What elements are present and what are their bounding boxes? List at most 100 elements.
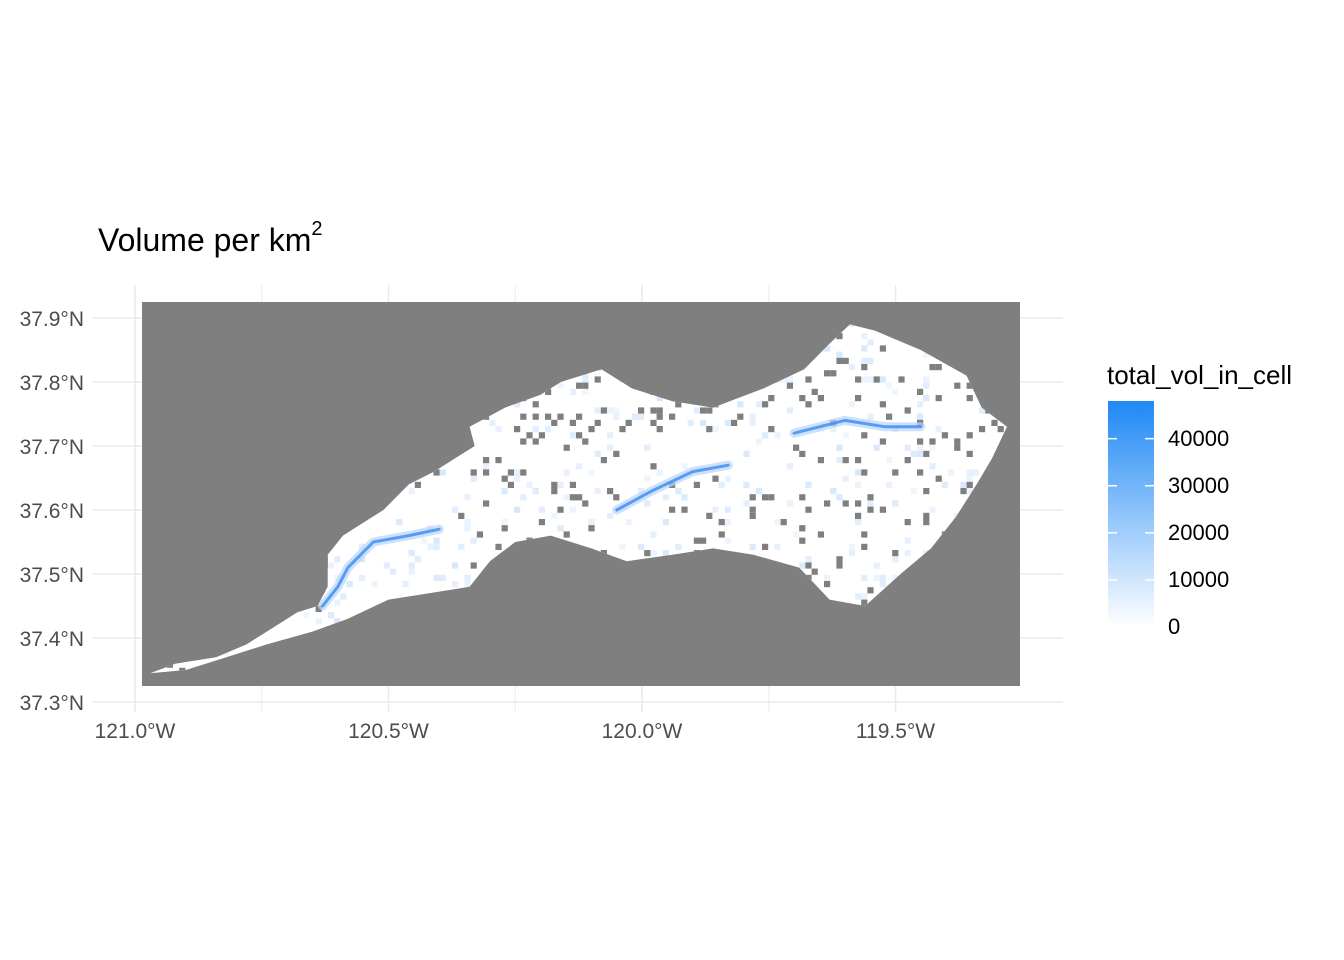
volume-cell bbox=[700, 419, 707, 426]
volume-cell bbox=[675, 543, 682, 550]
volume-cell bbox=[786, 500, 793, 507]
missing-cell bbox=[917, 438, 924, 445]
missing-cell bbox=[613, 494, 620, 501]
volume-cell bbox=[848, 543, 855, 550]
legend-label: 10000 bbox=[1168, 566, 1230, 592]
volume-cell bbox=[631, 413, 638, 420]
volume-cell bbox=[408, 488, 415, 495]
volume-cell bbox=[638, 488, 645, 495]
volume-cell bbox=[917, 413, 924, 420]
volume-cell bbox=[923, 351, 930, 358]
missing-cell bbox=[879, 438, 886, 445]
missing-cell bbox=[520, 438, 527, 445]
missing-cell bbox=[824, 370, 831, 377]
missing-cell bbox=[576, 494, 583, 501]
volume-cell bbox=[724, 506, 731, 513]
missing-cell bbox=[576, 413, 583, 420]
volume-cell bbox=[786, 376, 793, 383]
missing-cell bbox=[861, 364, 868, 371]
missing-cell bbox=[861, 599, 868, 606]
missing-cell bbox=[817, 531, 824, 538]
missing-cell bbox=[842, 500, 849, 507]
missing-cell bbox=[892, 550, 899, 557]
missing-cell bbox=[712, 475, 719, 482]
missing-cell bbox=[762, 494, 769, 501]
volume-cell bbox=[414, 556, 421, 563]
missing-cell bbox=[842, 357, 849, 364]
volume-cell bbox=[396, 519, 403, 526]
missing-cell bbox=[650, 407, 657, 414]
missing-cell bbox=[458, 512, 465, 519]
volume-cell bbox=[439, 574, 446, 581]
volume-cell bbox=[638, 543, 645, 550]
title-text: Volume per km bbox=[98, 222, 312, 258]
missing-cell bbox=[588, 426, 595, 433]
volume-cell bbox=[464, 494, 471, 501]
missing-cell bbox=[495, 543, 502, 550]
volume-cell bbox=[737, 401, 744, 408]
volume-cell bbox=[966, 488, 973, 495]
volume-cell bbox=[861, 376, 868, 383]
missing-cell bbox=[855, 376, 862, 383]
missing-cell bbox=[861, 531, 868, 538]
missing-cell bbox=[855, 395, 862, 402]
volume-cell bbox=[873, 562, 880, 569]
volume-cell bbox=[718, 481, 725, 488]
missing-cell bbox=[817, 457, 824, 464]
missing-cell bbox=[501, 475, 508, 482]
volume-cell bbox=[619, 543, 626, 550]
volume-cell bbox=[514, 469, 521, 476]
volume-cell bbox=[861, 345, 868, 352]
missing-cell bbox=[557, 413, 564, 420]
missing-cell bbox=[768, 494, 775, 501]
volume-cell bbox=[886, 481, 893, 488]
missing-cell bbox=[960, 488, 967, 495]
missing-cell bbox=[762, 543, 769, 550]
missing-cell bbox=[786, 382, 793, 389]
missing-cell bbox=[966, 395, 973, 402]
missing-cell bbox=[768, 426, 775, 433]
missing-cell bbox=[805, 376, 812, 383]
volume-cell bbox=[786, 463, 793, 470]
volume-cell bbox=[501, 519, 508, 526]
volume-cell bbox=[948, 469, 955, 476]
missing-cell bbox=[700, 537, 707, 544]
volume-cell bbox=[780, 376, 787, 383]
missing-cell bbox=[532, 438, 539, 445]
missing-cell bbox=[811, 388, 818, 395]
volume-cell bbox=[929, 444, 936, 451]
volume-cell bbox=[644, 444, 651, 451]
volume-cell bbox=[675, 488, 682, 495]
volume-cell bbox=[613, 407, 620, 414]
volume-cell bbox=[755, 438, 762, 445]
missing-cell bbox=[923, 512, 930, 519]
volume-cell bbox=[644, 500, 651, 507]
missing-cell bbox=[638, 407, 645, 414]
legend-title: total_vol_in_cell bbox=[1107, 360, 1293, 390]
missing-cell bbox=[650, 463, 657, 470]
volume-cell bbox=[594, 407, 601, 414]
missing-cell bbox=[879, 345, 886, 352]
x-tick-label: 120.5°W bbox=[348, 720, 429, 743]
missing-cell bbox=[569, 419, 576, 426]
volume-cell bbox=[774, 543, 781, 550]
volume-cell bbox=[917, 401, 924, 408]
missing-cell bbox=[433, 469, 440, 476]
volume-cell bbox=[855, 593, 862, 600]
missing-cell bbox=[917, 388, 924, 395]
volume-cell bbox=[514, 401, 521, 408]
volume-cell bbox=[458, 543, 465, 550]
volume-cell bbox=[842, 432, 849, 439]
volume-cell bbox=[892, 556, 899, 563]
missing-cell bbox=[569, 481, 576, 488]
missing-cell bbox=[855, 500, 862, 507]
volume-cell bbox=[910, 450, 917, 457]
volume-cell bbox=[979, 407, 986, 414]
missing-cell bbox=[582, 382, 589, 389]
volume-cell bbox=[941, 481, 948, 488]
volume-cell bbox=[693, 407, 700, 414]
missing-cell bbox=[718, 519, 725, 526]
missing-cell bbox=[551, 488, 558, 495]
volume-cell bbox=[879, 376, 886, 383]
